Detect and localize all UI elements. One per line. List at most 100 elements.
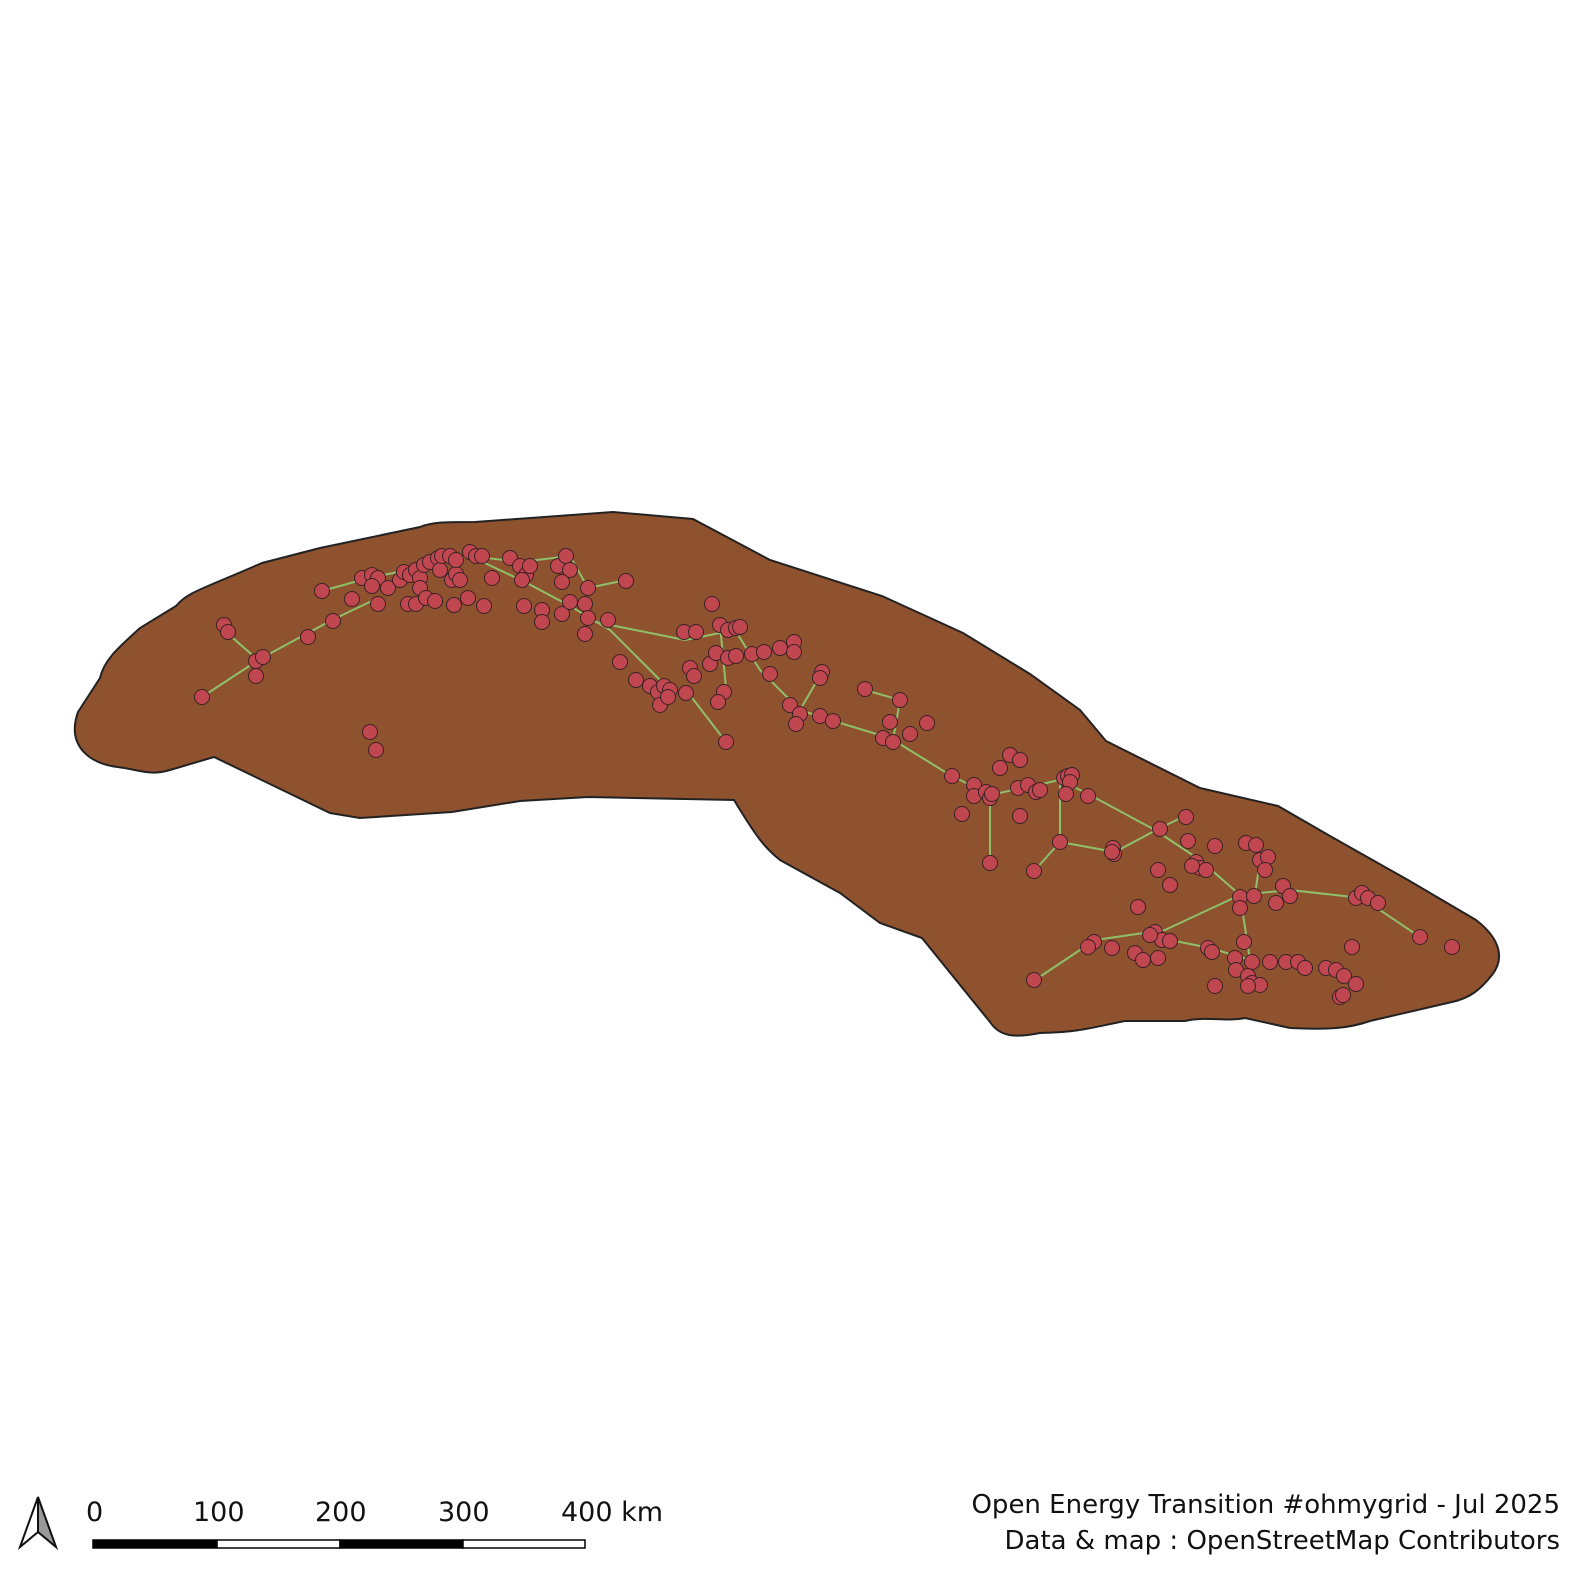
substation-marker <box>1012 752 1028 768</box>
scale-label-0: 0 <box>86 1497 104 1528</box>
substation-marker <box>1198 862 1214 878</box>
substation-marker <box>612 654 628 670</box>
substation-marker <box>255 649 271 665</box>
substation-marker <box>1184 858 1200 874</box>
substation-marker <box>1058 786 1074 802</box>
substation-marker <box>1444 939 1460 955</box>
substation-marker <box>1026 863 1042 879</box>
substation-marker <box>732 619 748 635</box>
substation-marker <box>1150 862 1166 878</box>
substation-marker <box>370 596 386 612</box>
substation-marker <box>954 806 970 822</box>
substation-marker <box>892 692 908 708</box>
substation-marker <box>762 666 778 682</box>
substation-marker <box>1080 788 1096 804</box>
substation-marker <box>514 572 530 588</box>
substation-marker <box>718 734 734 750</box>
transmission-line <box>1164 894 1241 931</box>
substation-marker <box>446 597 462 613</box>
substation-marker <box>522 558 538 574</box>
transmission-line <box>257 619 333 661</box>
substation-marker <box>1026 972 1042 988</box>
substation-marker <box>728 648 744 664</box>
substation-marker <box>710 694 726 710</box>
substation-marker <box>344 591 360 607</box>
substation-marker <box>476 598 492 614</box>
substation-marker <box>577 596 593 612</box>
substation-marker <box>786 644 802 660</box>
substation-marker <box>1240 978 1256 994</box>
substation-marker <box>772 640 788 656</box>
substation-marker <box>1262 954 1278 970</box>
substation-marker <box>1162 877 1178 893</box>
substation-marker <box>1152 821 1168 837</box>
scale-label-200: 200 <box>315 1497 367 1528</box>
substation-marker <box>1130 899 1146 915</box>
substation-marker <box>1335 987 1351 1003</box>
substation-marker <box>474 548 490 564</box>
substation-marker <box>1257 862 1273 878</box>
substation-marker <box>984 786 1000 802</box>
substation-marker <box>452 572 468 588</box>
substation-marker <box>580 610 596 626</box>
substation-marker <box>580 580 596 596</box>
substation-marker <box>562 562 578 578</box>
substation-marker <box>300 629 316 645</box>
substation-marker <box>857 681 873 697</box>
scale-bar-segment <box>92 1539 218 1549</box>
substation-marker <box>1135 952 1151 968</box>
substation-marker <box>678 685 694 701</box>
substation-marker <box>688 624 704 640</box>
transmission-line <box>609 629 641 661</box>
substation-marker <box>825 713 841 729</box>
substation-marker <box>368 742 384 758</box>
substation-marker <box>756 644 772 660</box>
substation-marker <box>788 716 804 732</box>
substation-marker <box>516 598 532 614</box>
substation-marker <box>448 552 464 568</box>
transmission-line <box>685 689 727 743</box>
substation-marker <box>1142 927 1158 943</box>
substation-marker <box>554 606 570 622</box>
substation-marker <box>982 855 998 871</box>
substation-marker <box>1248 837 1264 853</box>
substation-marker <box>1104 940 1120 956</box>
substation-marker <box>618 573 634 589</box>
scale-bar-segment <box>462 1539 586 1549</box>
substations <box>194 544 1460 1005</box>
substation-marker <box>919 715 935 731</box>
substation-marker <box>1104 844 1120 860</box>
substation-marker <box>600 612 616 628</box>
scale-label-300: 300 <box>438 1497 490 1528</box>
substation-marker <box>325 613 341 629</box>
substation-marker <box>427 593 443 609</box>
scale-label-400km: 400 km <box>561 1497 664 1528</box>
substation-marker <box>1412 929 1428 945</box>
substation-marker <box>1207 838 1223 854</box>
substation-marker <box>944 768 960 784</box>
substation-marker <box>1244 954 1260 970</box>
scale-bar <box>92 1539 586 1549</box>
substation-marker <box>577 626 593 642</box>
substation-marker <box>1150 950 1166 966</box>
substation-marker <box>220 624 236 640</box>
substation-marker <box>1282 888 1298 904</box>
north-arrow-icon <box>17 1496 59 1551</box>
substation-marker <box>554 574 570 590</box>
substation-marker <box>1336 968 1352 984</box>
scale-bar-segment <box>216 1539 341 1549</box>
substation-marker <box>1268 895 1284 911</box>
transmission-line <box>331 597 379 621</box>
substation-marker <box>686 668 702 684</box>
substation-marker <box>1246 888 1262 904</box>
substation-marker <box>885 734 901 750</box>
substation-marker <box>1180 833 1196 849</box>
substation-marker <box>558 548 574 564</box>
substation-marker <box>1232 900 1248 916</box>
credit-line-1: Open Energy Transition #ohmygrid - Jul 2… <box>971 1490 1560 1520</box>
substation-marker <box>882 714 898 730</box>
substation-marker <box>362 724 378 740</box>
transmission-line <box>1114 827 1161 853</box>
substation-marker <box>1162 933 1178 949</box>
